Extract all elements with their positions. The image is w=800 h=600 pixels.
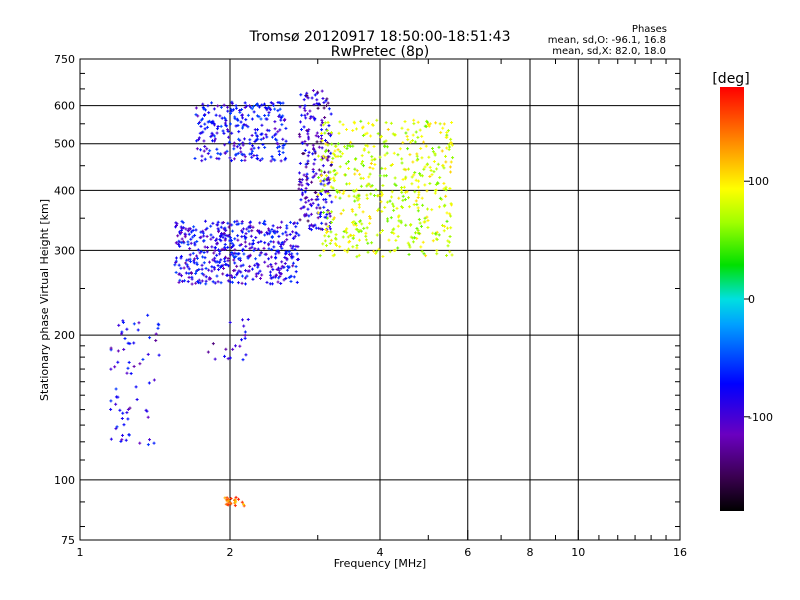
y-tick-label: 100 [54,474,75,487]
y-tick-label: 600 [54,100,75,113]
x-tick-label: 10 [571,546,585,559]
x-tick-label: 4 [377,546,384,559]
colorbar-ticks: -100 0 100 [744,175,773,424]
x-tick-label: 1 [77,546,84,559]
y-tick-label: 750 [54,53,75,66]
grid [80,59,680,540]
colorbar-label: [deg] [712,71,749,87]
x-tick-label: 6 [464,546,471,559]
y-axis-label: Stationary phase Virtual Height [km] [38,199,51,401]
plot-frame [79,58,681,541]
colorbar-tick-label: -100 [748,411,773,424]
data-points [109,89,455,508]
x-tick-label: 16 [673,546,687,559]
x-tick-label: 8 [527,546,534,559]
y-tick-label: 500 [54,138,75,151]
x-axis-label: Frequency [MHz] [334,557,426,570]
stats-x-mode: mean, sd,X: 82.0, 18.0 [552,46,666,57]
y-tick-label: 300 [54,244,75,257]
colorbar [720,87,744,511]
colorbar-tick-label: 0 [748,293,755,306]
stats-o-mode: mean, sd,O: -96.1, 16.8 [548,35,666,46]
chart-subtitle: RwPretec (8p) [331,44,429,60]
x-tick-labels: 1 2 4 6 8 10 16 [77,546,688,559]
y-tick-label: 200 [54,329,75,342]
y-tick-labels: 75 100 200 300 400 500 600 750 [54,53,75,547]
axis-ticks [79,59,681,540]
stats-title: Phases [632,24,667,35]
colorbar-tick-label: 100 [748,175,769,188]
y-tick-label: 75 [61,534,75,547]
x-tick-label: 2 [227,546,234,559]
y-tick-label: 400 [54,184,75,197]
chart-title: Tromsø 20120917 18:50:00-18:51:43 [249,29,511,45]
